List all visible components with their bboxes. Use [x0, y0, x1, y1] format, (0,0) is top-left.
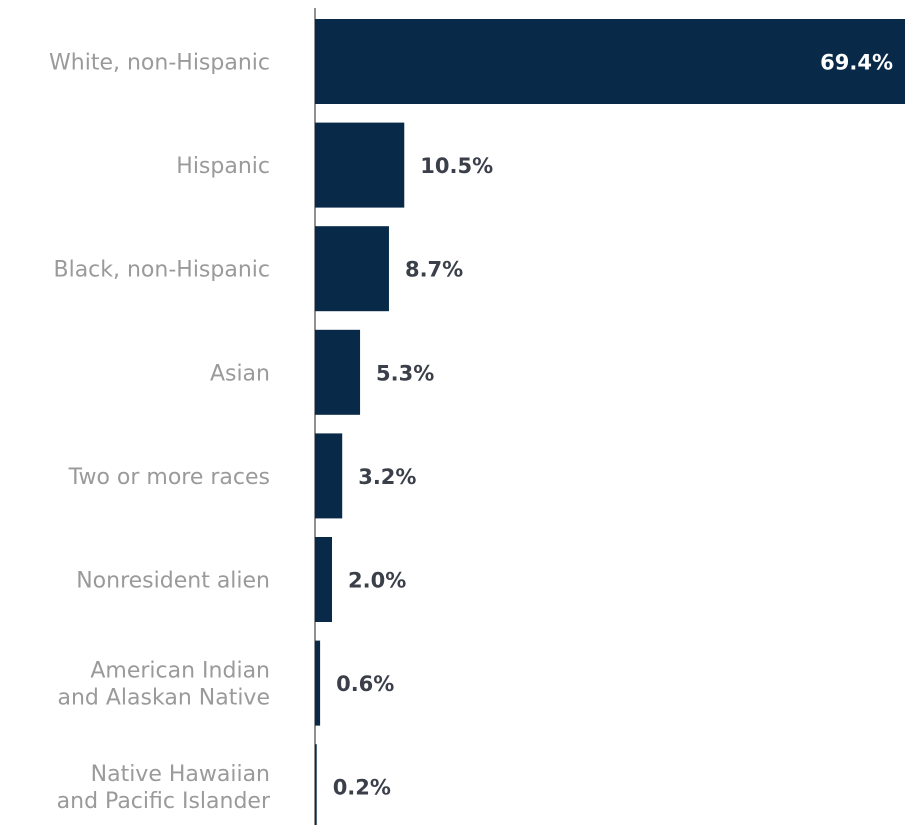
- category-label-line: Black, non-Hispanic: [53, 258, 270, 283]
- value-label: 69.4%: [820, 51, 893, 75]
- category-label-line: and Alaskan Native: [58, 686, 271, 711]
- category-label-line: Asian: [210, 361, 270, 386]
- bar: [315, 122, 405, 208]
- category-label-line: and Pacific Islander: [57, 789, 271, 814]
- category-label: American Indian and Alaskan Native: [58, 659, 271, 711]
- bar: [315, 744, 317, 825]
- category-label: Asian: [210, 361, 270, 386]
- category-labels-group: White, non-Hispanic Hispanic Black, non-Hi…: [49, 51, 271, 815]
- value-label: 3.2%: [358, 465, 416, 489]
- value-label: 0.2%: [333, 776, 391, 800]
- category-label-line: White, non-Hispanic: [49, 51, 270, 76]
- category-label: Native Hawaiian and Pacific Islander: [57, 762, 271, 814]
- category-label: Two or more races: [68, 465, 270, 490]
- category-label-line: American Indian: [90, 659, 270, 684]
- category-label-line: Hispanic: [176, 154, 270, 179]
- bar: [315, 537, 333, 622]
- category-label: Black, non-Hispanic: [53, 258, 270, 283]
- category-label: Hispanic: [176, 154, 270, 179]
- bar: [315, 433, 343, 519]
- bar: [315, 329, 361, 415]
- bar: [315, 19, 905, 104]
- category-label-line: Native Hawaiian: [91, 762, 270, 787]
- category-label: White, non-Hispanic: [49, 51, 270, 76]
- category-label-line: Nonresident alien: [76, 569, 270, 594]
- bar: [315, 226, 389, 312]
- bars-group: [315, 19, 905, 825]
- value-label: 10.5%: [420, 154, 493, 178]
- category-label: Nonresident alien: [76, 569, 270, 594]
- value-label: 5.3%: [376, 361, 434, 385]
- value-label: 0.6%: [336, 672, 394, 696]
- value-label: 8.7%: [405, 258, 463, 282]
- bar: [315, 640, 321, 726]
- value-label: 2.0%: [348, 569, 406, 593]
- category-label-line: Two or more races: [68, 465, 270, 490]
- value-labels-group: 69.4% 10.5% 8.7% 5.3% 3.2% 2.0% 0.6% 0.2%: [333, 51, 893, 800]
